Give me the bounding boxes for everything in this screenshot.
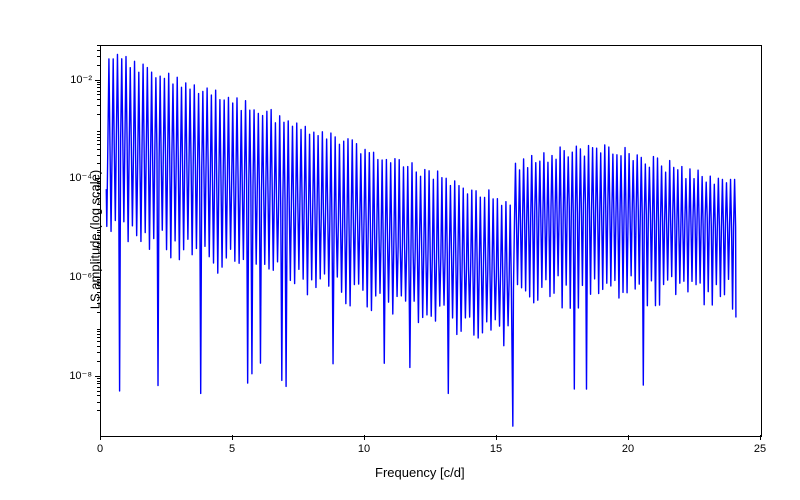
y-minor-tick bbox=[97, 134, 100, 135]
y-minor-tick bbox=[97, 144, 100, 145]
y-minor-tick bbox=[97, 285, 100, 286]
y-tick-label: 10⁻⁸ bbox=[69, 369, 92, 382]
y-minor-tick bbox=[97, 137, 100, 138]
y-minor-tick bbox=[97, 91, 100, 92]
y-minor-tick bbox=[97, 292, 100, 293]
y-tick bbox=[95, 178, 100, 179]
y-minor-tick bbox=[97, 82, 100, 83]
y-minor-tick bbox=[97, 163, 100, 164]
y-minor-tick bbox=[97, 50, 100, 51]
y-minor-tick bbox=[97, 262, 100, 263]
y-minor-tick bbox=[97, 331, 100, 332]
y-minor-tick bbox=[97, 243, 100, 244]
x-tick bbox=[100, 435, 101, 440]
y-minor-tick bbox=[97, 253, 100, 254]
y-tick bbox=[95, 376, 100, 377]
y-minor-tick bbox=[97, 213, 100, 214]
y-minor-tick bbox=[97, 87, 100, 88]
x-axis-label: Frequency [c/d] bbox=[375, 465, 465, 480]
y-minor-tick bbox=[97, 383, 100, 384]
y-minor-tick bbox=[97, 131, 100, 132]
y-minor-tick bbox=[97, 288, 100, 289]
y-minor-tick bbox=[97, 387, 100, 388]
y-minor-tick bbox=[97, 334, 100, 335]
y-minor-tick bbox=[97, 230, 100, 231]
y-minor-tick bbox=[97, 337, 100, 338]
x-tick bbox=[760, 435, 761, 440]
x-tick-label: 5 bbox=[222, 443, 242, 455]
y-minor-tick bbox=[97, 391, 100, 392]
y-minor-tick bbox=[97, 204, 100, 205]
y-minor-tick bbox=[97, 235, 100, 236]
x-tick-label: 15 bbox=[486, 443, 506, 455]
y-tick-label: 10⁻² bbox=[70, 73, 92, 86]
periodogram-line bbox=[101, 46, 761, 436]
y-minor-tick bbox=[97, 189, 100, 190]
x-tick bbox=[232, 435, 233, 440]
y-minor-tick bbox=[97, 56, 100, 57]
x-tick-label: 25 bbox=[750, 443, 770, 455]
y-minor-tick bbox=[97, 65, 100, 66]
y-minor-tick bbox=[97, 395, 100, 396]
x-tick-label: 10 bbox=[354, 443, 374, 455]
y-minor-tick bbox=[97, 155, 100, 156]
y-minor-tick bbox=[97, 378, 100, 379]
x-tick bbox=[628, 435, 629, 440]
y-tick-label: 10⁻⁶ bbox=[69, 270, 92, 283]
y-minor-tick bbox=[97, 303, 100, 304]
y-minor-tick bbox=[97, 105, 100, 106]
y-minor-tick bbox=[97, 402, 100, 403]
y-minor-tick bbox=[97, 282, 100, 283]
y-tick bbox=[95, 80, 100, 81]
x-tick-label: 0 bbox=[90, 443, 110, 455]
y-minor-tick bbox=[97, 381, 100, 382]
y-minor-tick bbox=[97, 45, 100, 46]
y-minor-tick bbox=[97, 341, 100, 342]
y-minor-tick bbox=[97, 329, 100, 330]
y-minor-tick bbox=[97, 346, 100, 347]
figure: Frequency [c/d] LS amplitude (log scale)… bbox=[0, 0, 800, 500]
y-minor-tick bbox=[97, 312, 100, 313]
y-minor-tick bbox=[97, 193, 100, 194]
y-minor-tick bbox=[97, 149, 100, 150]
y-tick bbox=[95, 277, 100, 278]
y-minor-tick bbox=[97, 297, 100, 298]
y-minor-tick bbox=[97, 247, 100, 248]
y-minor-tick bbox=[97, 410, 100, 411]
y-minor-tick bbox=[97, 232, 100, 233]
y-minor-tick bbox=[97, 279, 100, 280]
x-tick bbox=[364, 435, 365, 440]
y-minor-tick bbox=[97, 239, 100, 240]
y-minor-tick bbox=[97, 198, 100, 199]
y-tick-label: 10⁻⁴ bbox=[69, 171, 92, 184]
y-minor-tick bbox=[97, 361, 100, 362]
y-minor-tick bbox=[97, 181, 100, 182]
x-tick bbox=[496, 435, 497, 440]
y-minor-tick bbox=[97, 140, 100, 141]
plot-area bbox=[100, 45, 762, 437]
y-minor-tick bbox=[97, 183, 100, 184]
y-minor-tick bbox=[97, 186, 100, 187]
y-minor-tick bbox=[97, 99, 100, 100]
y-minor-tick bbox=[97, 94, 100, 95]
y-minor-tick bbox=[97, 352, 100, 353]
x-tick-label: 20 bbox=[618, 443, 638, 455]
y-minor-tick bbox=[97, 114, 100, 115]
y-minor-tick bbox=[97, 84, 100, 85]
